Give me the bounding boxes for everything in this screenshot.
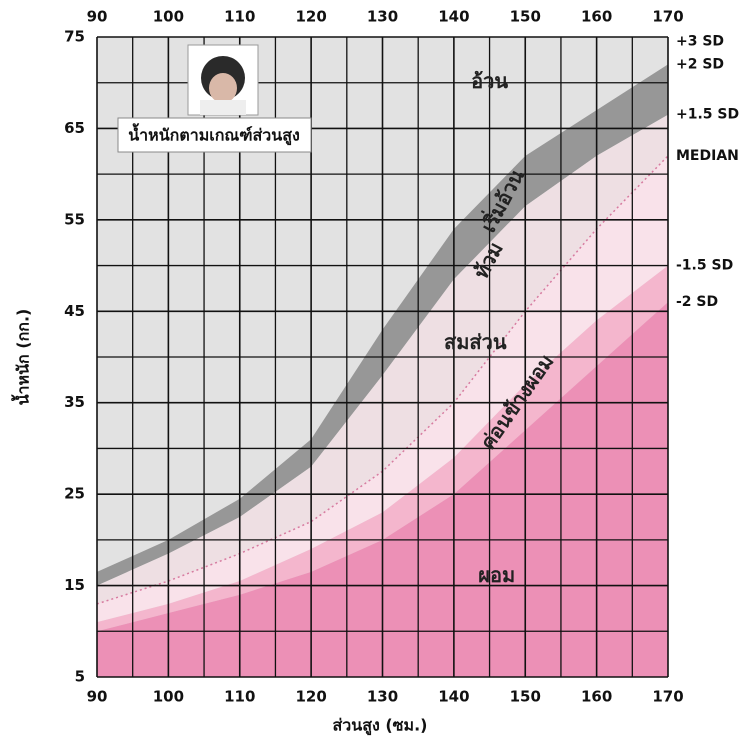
y-tick-label: 5 [75, 668, 85, 686]
x-tick-label: 140 [438, 688, 469, 706]
series-label: -2 SD [676, 294, 718, 310]
y-tick-label: 55 [64, 210, 85, 228]
x-tick-label: 150 [510, 688, 541, 706]
y-tick-label: 25 [64, 485, 85, 503]
y-tick-label: 35 [64, 393, 85, 411]
photo-face [209, 73, 237, 103]
x-axis-label: ส่วนสูง (ซม.) [333, 716, 428, 737]
series-label: +1.5 SD [676, 107, 739, 123]
y-tick-label: 65 [64, 119, 85, 137]
x-tick-label: 120 [295, 688, 326, 706]
x-tick-label: 160 [581, 688, 612, 706]
series-label: +3 SD [676, 34, 724, 50]
region-label: ผอม [478, 563, 515, 587]
y-tick-label: 75 [64, 28, 85, 46]
chart-title: น้ำหนักตามเกณฑ์ส่วนสูง [128, 123, 300, 147]
series-label: -1.5 SD [676, 258, 733, 274]
x-tick-label: 130 [367, 688, 398, 706]
y-tick-label: 15 [64, 576, 85, 594]
x-tick-label-top: 170 [652, 8, 683, 26]
region-label: สมส่วน [444, 330, 507, 354]
series-label: MEDIAN [676, 148, 739, 164]
x-tick-label-top: 90 [87, 8, 108, 26]
x-tick-label: 90 [87, 688, 108, 706]
x-tick-label-top: 120 [295, 8, 326, 26]
x-tick-label-top: 150 [510, 8, 541, 26]
chart: น้ำหนักตามเกณฑ์ส่วนสูง ส่วนสูง (ซม.) น้ำ… [0, 0, 755, 746]
x-tick-label-top: 110 [224, 8, 255, 26]
x-tick-label-top: 130 [367, 8, 398, 26]
y-tick-label: 45 [64, 302, 85, 320]
series-label: +2 SD [676, 56, 724, 72]
x-tick-label: 170 [652, 688, 683, 706]
x-tick-label: 100 [153, 688, 184, 706]
x-tick-label-top: 140 [438, 8, 469, 26]
region-label: อ้วน [471, 69, 508, 93]
x-tick-label: 110 [224, 688, 255, 706]
x-tick-label-top: 160 [581, 8, 612, 26]
x-tick-label-top: 100 [153, 8, 184, 26]
photo-body [200, 100, 246, 115]
y-axis-label: น้ำหนัก (กก.) [11, 309, 33, 406]
